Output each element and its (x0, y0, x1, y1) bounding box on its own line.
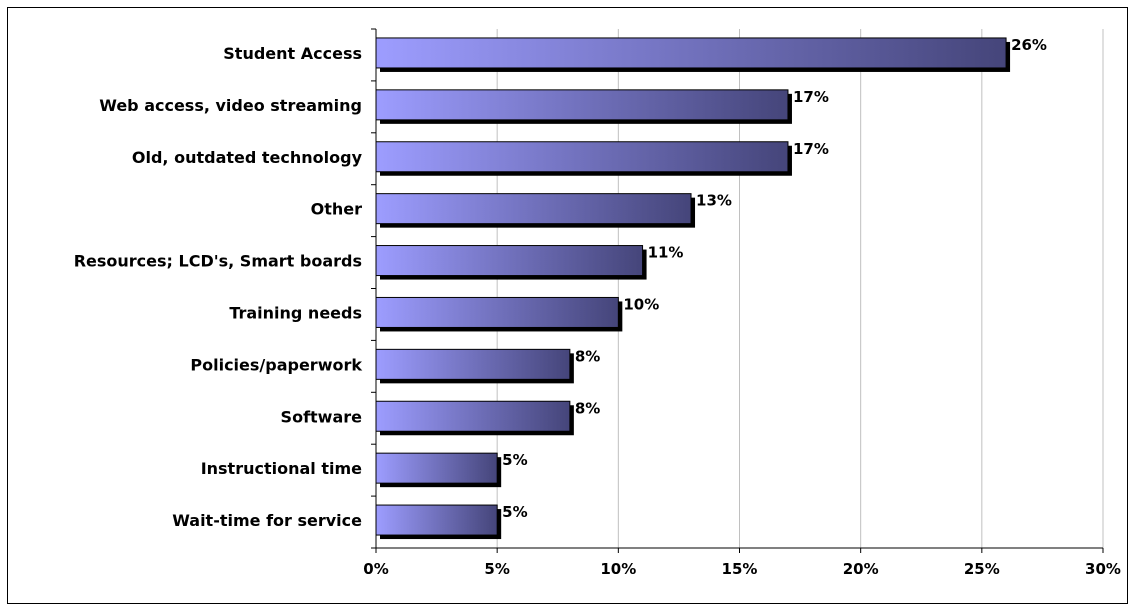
data-label: 5% (502, 451, 527, 469)
category-label: Web access, video streaming (99, 96, 362, 115)
category-label: Student Access (223, 44, 362, 63)
data-label: 10% (623, 295, 659, 313)
bar (375, 245, 644, 277)
data-label: 17% (793, 140, 829, 158)
bar (375, 504, 498, 536)
category-label: Resources; LCD's, Smart boards (74, 252, 362, 271)
x-tick-label: 5% (484, 560, 509, 578)
category-label: Instructional time (201, 459, 362, 478)
category-label: Old, outdated technology (132, 148, 363, 167)
category-label: Training needs (229, 303, 362, 322)
bar-chart: 26% Student Access 17% Web access, video st… (74, 28, 1121, 578)
bar (375, 89, 789, 121)
category-label: Wait-time for service (172, 511, 362, 530)
chart-frame: 26% Student Access 17% Web access, video st… (7, 7, 1128, 604)
bar (375, 37, 1007, 69)
bar (375, 452, 498, 484)
data-label: 13% (696, 192, 732, 210)
x-tick-label: 30% (1085, 560, 1121, 578)
x-tick-label: 0% (363, 560, 388, 578)
x-tick-label: 15% (722, 560, 758, 578)
x-tick-label: 20% (843, 560, 879, 578)
bar (375, 296, 619, 328)
category-label: Other (311, 200, 362, 219)
bars (375, 37, 1011, 540)
bar (375, 400, 571, 432)
data-label: 17% (793, 88, 829, 106)
data-label: 26% (1011, 36, 1047, 54)
data-label: 8% (575, 399, 600, 417)
category-label: Policies/paperwork (190, 355, 362, 374)
labels: 26% Student Access 17% Web access, video st… (74, 36, 1121, 578)
bar (375, 141, 789, 173)
category-label: Software (281, 407, 363, 426)
x-tick-label: 25% (964, 560, 1000, 578)
data-label: 11% (648, 244, 684, 262)
data-label: 5% (502, 503, 527, 521)
x-tick-label: 10% (600, 560, 636, 578)
bar (375, 193, 692, 225)
data-label: 8% (575, 347, 600, 365)
bar (375, 348, 571, 380)
axes (371, 28, 1104, 553)
